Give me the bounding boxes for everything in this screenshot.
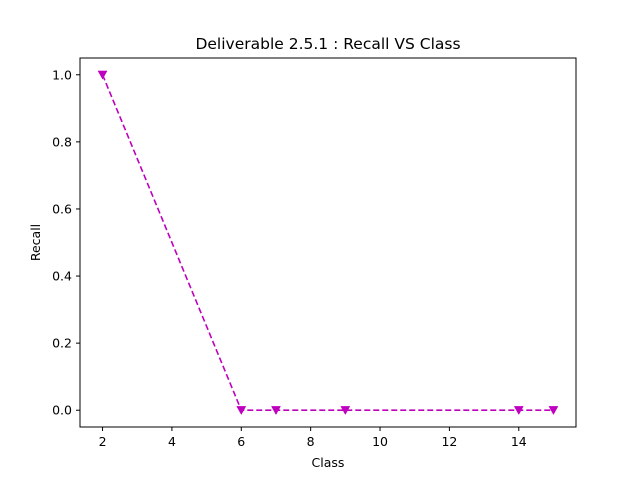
y-tick-label: 0.4 bbox=[52, 269, 72, 284]
x-tick-label: 8 bbox=[307, 434, 315, 449]
y-axis-label: Recall bbox=[28, 224, 43, 261]
x-tick-label: 10 bbox=[372, 434, 388, 449]
x-tick-label: 2 bbox=[99, 434, 107, 449]
plot-area: 2 4 6 8 10 12 14 0.0 0.2 0.4 0.6 0.8 1.0 bbox=[52, 57, 577, 449]
y-axis-ticks: 0.0 0.2 0.4 0.6 0.8 1.0 bbox=[52, 67, 80, 418]
y-tick-label: 0.6 bbox=[52, 201, 72, 216]
data-point-marker bbox=[236, 406, 247, 416]
x-axis-ticks: 2 4 6 8 10 12 14 bbox=[99, 427, 527, 449]
chart-title: Deliverable 2.5.1 : Recall VS Class bbox=[195, 35, 460, 53]
y-tick-label: 1.0 bbox=[52, 67, 72, 82]
x-tick-label: 12 bbox=[441, 434, 457, 449]
axes-frame bbox=[79, 57, 577, 428]
y-tick-label: 0.2 bbox=[52, 336, 72, 351]
y-tick-label: 0.8 bbox=[52, 134, 72, 149]
x-axis-label: Class bbox=[312, 455, 345, 470]
x-tick-label: 6 bbox=[237, 434, 245, 449]
data-point-marker bbox=[548, 406, 559, 416]
x-tick-label: 4 bbox=[168, 434, 176, 449]
series-line bbox=[101, 74, 554, 412]
data-point-marker bbox=[340, 406, 351, 416]
series-group bbox=[97, 70, 559, 416]
data-point-marker bbox=[97, 70, 108, 80]
data-point-marker bbox=[271, 406, 281, 416]
y-tick-label: 0.0 bbox=[52, 403, 72, 418]
data-point-marker bbox=[513, 406, 524, 416]
x-tick-label: 14 bbox=[511, 434, 527, 449]
